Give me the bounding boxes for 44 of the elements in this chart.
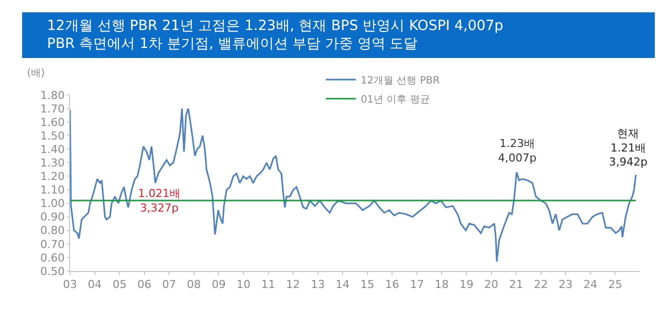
x-tick-label: 07 bbox=[162, 278, 176, 292]
x-tick-label: 18 bbox=[434, 278, 449, 292]
y-tick-label: 0.70 bbox=[40, 238, 65, 251]
y-tick-label: 1.50 bbox=[40, 129, 65, 142]
y-tick-label: 0.50 bbox=[40, 264, 65, 278]
x-tick-label: 08 bbox=[186, 278, 201, 292]
y-axis-title: (배) bbox=[27, 68, 45, 79]
x-tick-label: 20 bbox=[484, 278, 498, 292]
x-tick-label: 03 bbox=[63, 278, 77, 292]
x-tick-label: 15 bbox=[360, 278, 374, 292]
x-tick-label: 24 bbox=[583, 278, 598, 292]
annotation: 1.23배 4,007p bbox=[498, 137, 536, 164]
legend-label: 12개월 선행 PBR bbox=[360, 75, 440, 86]
y-tick-label: 0.60 bbox=[40, 251, 65, 264]
y-tick-label: 1.80 bbox=[40, 88, 65, 102]
annotation: 1.021배 3,327p bbox=[138, 187, 180, 214]
x-tick-label: 13 bbox=[310, 278, 325, 292]
x-tick-label: 17 bbox=[410, 278, 424, 292]
y-tick-label: 1.60 bbox=[40, 116, 65, 129]
x-tick-label: 25 bbox=[608, 278, 622, 292]
x-tick-label: 22 bbox=[534, 278, 548, 292]
y-tick-label: 1.30 bbox=[40, 156, 65, 170]
x-tick-label: 06 bbox=[137, 278, 152, 292]
x-tick-label: 23 bbox=[558, 278, 573, 292]
y-tick-label: 0.90 bbox=[40, 210, 65, 224]
x-tick-label: 04 bbox=[88, 278, 102, 292]
x-tick-label: 09 bbox=[212, 278, 226, 292]
y-tick-label: 1.10 bbox=[40, 184, 65, 197]
x-tick-label: 05 bbox=[112, 278, 127, 292]
y-tick-label: 1.40 bbox=[40, 143, 65, 156]
x-tick-label: 16 bbox=[385, 278, 400, 292]
x-tick-label: 19 bbox=[460, 278, 474, 292]
y-tick-label: 0.80 bbox=[40, 224, 65, 238]
chart-title: 12개월 선행 PBR 21년 고점은 1.23배, 현재 BPS 반영시 KOSPI 4,007p PBR 측면에서 1차 분기점, 밸류에이션 부담 가중 영역 도달 bbox=[47, 18, 504, 52]
y-tick-label: 1.70 bbox=[40, 102, 65, 116]
x-tick-label: 10 bbox=[236, 278, 250, 292]
y-tick-label: 1.20 bbox=[40, 170, 65, 184]
annotation: 현재 1.21배 3,942p bbox=[609, 127, 648, 169]
y-tick-label: 1.00 bbox=[40, 197, 65, 210]
legend-label: 01년 이후 평균 bbox=[360, 94, 430, 106]
x-tick-label: 21 bbox=[509, 278, 524, 292]
x-tick-label: 12 bbox=[286, 278, 300, 292]
x-tick-label: 11 bbox=[261, 278, 276, 292]
x-tick-label: 14 bbox=[336, 278, 350, 292]
